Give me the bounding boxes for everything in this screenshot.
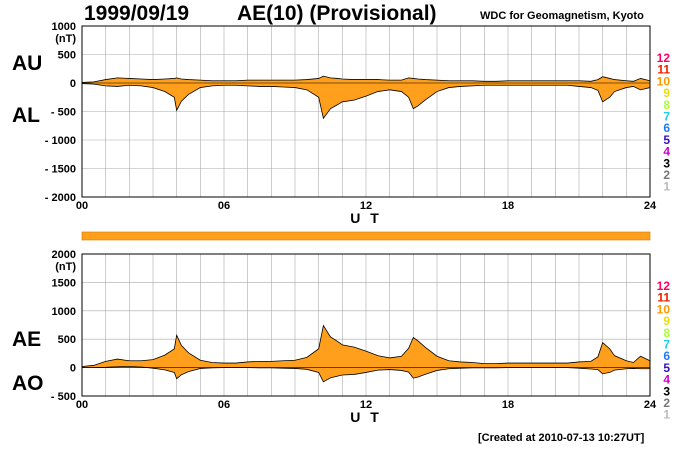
top-ytick-label: - 1000 bbox=[45, 135, 76, 147]
top-legend-level-3: 3 bbox=[663, 156, 670, 170]
bottom-legend-level-4: 4 bbox=[663, 373, 670, 387]
top-legend-level-7: 7 bbox=[663, 110, 670, 124]
data-source: WDC for Geomagnetism, Kyoto bbox=[480, 10, 644, 22]
bottom-legend-level-6: 6 bbox=[663, 349, 670, 363]
top-ytick-label: 0 bbox=[70, 78, 76, 90]
top-legend-level-12: 12 bbox=[657, 51, 671, 65]
top-ytick-label: - 2000 bbox=[45, 192, 76, 204]
top-legend-level-8: 8 bbox=[663, 98, 670, 112]
bottom-ytick-label: 500 bbox=[58, 334, 76, 346]
top-legend-level-11: 11 bbox=[657, 63, 670, 77]
bottom-xtick-label: 12 bbox=[360, 399, 372, 411]
bottom-ytick-label: 1000 bbox=[52, 306, 76, 318]
top-series-AU bbox=[81, 75, 651, 83]
top-xaxis-label: U T bbox=[350, 210, 382, 226]
top-xtick-label: 12 bbox=[360, 200, 372, 212]
bottom-legend-level-7: 7 bbox=[663, 338, 670, 352]
top-xtick-label: 24 bbox=[644, 200, 657, 212]
bottom-legend-level-3: 3 bbox=[663, 384, 670, 398]
bottom-ytick-label: 2000 bbox=[52, 249, 76, 261]
bottom-legend-level-8: 8 bbox=[663, 326, 670, 340]
bottom-ytick-label: - 500 bbox=[51, 391, 76, 403]
top-ytick-label: 500 bbox=[58, 50, 76, 62]
top-xtick-label: 06 bbox=[218, 200, 230, 212]
top-legend-level-9: 9 bbox=[663, 86, 670, 100]
top-legend-level-2: 2 bbox=[663, 168, 670, 182]
bottom-lower-label: AO bbox=[12, 372, 44, 395]
top-legend-level-10: 10 bbox=[657, 74, 671, 88]
bottom-series-AE bbox=[81, 324, 651, 367]
top-upper-label: AU bbox=[12, 52, 43, 75]
top-frame bbox=[81, 25, 651, 198]
panel-separator-bar bbox=[81, 231, 651, 241]
bottom-unit-label: (nT) bbox=[55, 261, 76, 273]
top-legend-level-6: 6 bbox=[663, 121, 670, 135]
top-xtick-label: 18 bbox=[502, 200, 514, 212]
bottom-legend-level-11: 11 bbox=[657, 291, 670, 305]
top-ytick-label: - 1500 bbox=[45, 164, 76, 176]
top-xtick-label: 00 bbox=[76, 200, 88, 212]
chart-date: 1999/09/19 bbox=[84, 2, 190, 25]
bottom-legend-level-5: 5 bbox=[663, 361, 670, 375]
bottom-ytick-label: 1500 bbox=[52, 277, 76, 289]
bottom-legend-level-2: 2 bbox=[663, 396, 670, 410]
bottom-xtick-label: 18 bbox=[502, 399, 514, 411]
bottom-xtick-label: 24 bbox=[644, 399, 657, 411]
bottom-xaxis-label: U T bbox=[350, 409, 382, 425]
top-lower-label: AL bbox=[12, 104, 40, 127]
top-area-fill bbox=[82, 76, 650, 119]
bottom-ytick-label: 0 bbox=[70, 363, 76, 375]
created-timestamp: [Created at 2010-07-13 10:27UT] bbox=[478, 432, 645, 444]
bottom-legend-level-1: 1 bbox=[663, 408, 670, 422]
bottom-area-fill bbox=[82, 325, 650, 382]
bottom-legend-level-12: 12 bbox=[657, 279, 671, 293]
bottom-xtick-label: 06 bbox=[218, 399, 230, 411]
top-ytick-label: 1000 bbox=[52, 21, 76, 33]
bottom-upper-label: AE bbox=[12, 328, 42, 351]
chart-title: AE(10) (Provisional) bbox=[237, 2, 437, 25]
top-series-AL bbox=[81, 83, 651, 120]
top-legend-level-5: 5 bbox=[663, 133, 670, 147]
bottom-legend-level-9: 9 bbox=[663, 314, 670, 328]
bottom-legend-level-10: 10 bbox=[657, 302, 671, 316]
top-unit-label: (nT) bbox=[55, 33, 76, 45]
bottom-xtick-label: 00 bbox=[76, 399, 88, 411]
bottom-frame bbox=[81, 253, 651, 397]
top-legend-level-4: 4 bbox=[663, 145, 670, 159]
top-legend-level-1: 1 bbox=[663, 180, 670, 194]
top-ytick-label: - 500 bbox=[51, 107, 76, 119]
